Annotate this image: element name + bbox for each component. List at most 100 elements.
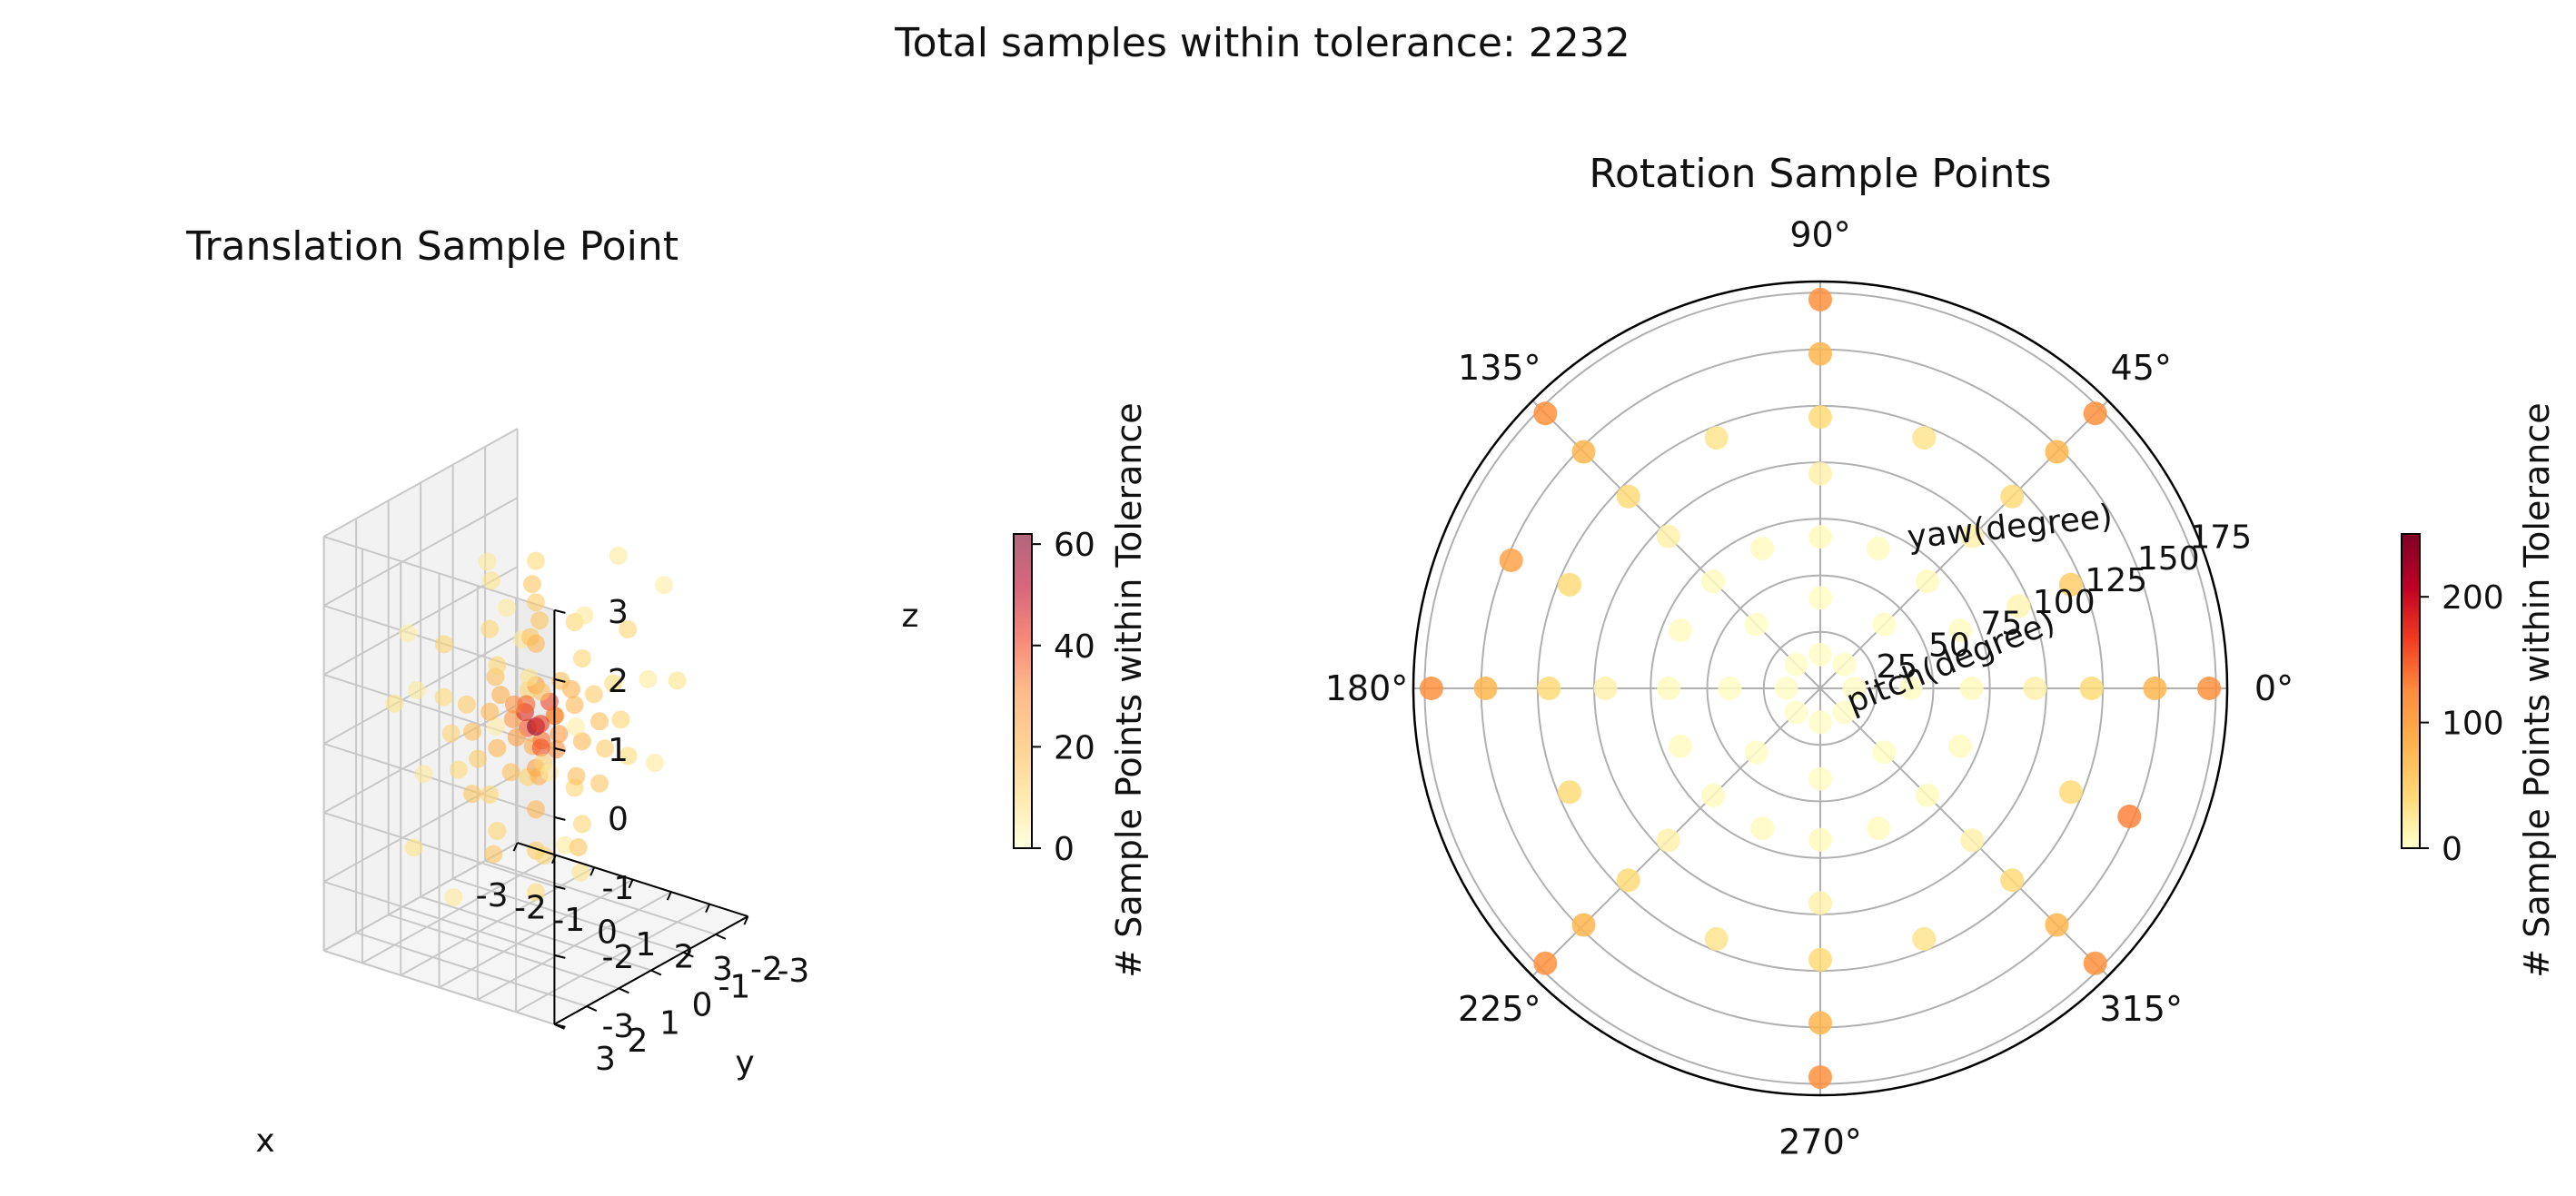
rotation-point bbox=[2058, 780, 2083, 805]
y-tick bbox=[618, 987, 629, 994]
translation-point bbox=[556, 835, 575, 855]
rotation-point bbox=[1533, 951, 1558, 975]
translation-point bbox=[491, 686, 510, 705]
rotation-point bbox=[1750, 816, 1775, 841]
translation-point bbox=[457, 695, 476, 714]
translation-point bbox=[517, 695, 536, 714]
translation-point bbox=[385, 694, 404, 713]
y-tick-label: 0 bbox=[691, 987, 712, 1024]
colorbar-tick-label: 200 bbox=[2442, 579, 2504, 617]
rotation-point bbox=[1774, 677, 1798, 700]
y-tick bbox=[586, 1005, 598, 1013]
translation-point bbox=[481, 571, 500, 590]
translation-point bbox=[550, 725, 569, 744]
rotation-point bbox=[1533, 401, 1558, 426]
rotation-point bbox=[2006, 594, 2031, 618]
y-tick-label: 3 bbox=[595, 1041, 616, 1078]
x-tick bbox=[512, 842, 519, 852]
translation-point bbox=[611, 710, 630, 729]
rotation-point bbox=[1571, 913, 1596, 937]
x-tick-label: -1 bbox=[552, 902, 585, 939]
rotation-point bbox=[1499, 549, 1523, 572]
translation-point bbox=[584, 685, 603, 704]
translation-point bbox=[639, 669, 658, 688]
colorbar-ticks: 0 20 40 60 bbox=[1032, 527, 1095, 868]
rotation-point bbox=[1657, 677, 1681, 700]
translation-point bbox=[481, 786, 500, 804]
rotation-point bbox=[1744, 740, 1769, 765]
translation-point bbox=[520, 667, 539, 687]
colorbar-tick-label: 100 bbox=[2442, 706, 2504, 743]
translation-point bbox=[590, 712, 609, 731]
polar-grid bbox=[1412, 280, 2229, 1097]
rotation-point bbox=[1808, 827, 1832, 852]
colorbar-ticks: 0 100 200 bbox=[2420, 579, 2504, 868]
translation-point bbox=[619, 620, 638, 638]
x-tick-label: 2 bbox=[674, 939, 695, 976]
rotation-point bbox=[1808, 642, 1832, 667]
translation-point bbox=[463, 785, 481, 804]
translation-point bbox=[481, 619, 500, 638]
rotation-point bbox=[2045, 440, 2069, 464]
translation-point bbox=[668, 671, 687, 690]
y-tick-label: 1 bbox=[659, 1004, 680, 1042]
z-tick-label: 3 bbox=[608, 594, 629, 631]
z-tick-label: -3 bbox=[601, 1008, 634, 1045]
translation-point bbox=[414, 765, 433, 784]
rotation-point bbox=[1784, 700, 1808, 725]
rotation-point bbox=[1558, 780, 1582, 805]
z-tick bbox=[554, 1023, 566, 1028]
translation-point bbox=[444, 888, 463, 907]
polar-tick-labels: 0° 45° 90° 135° 180° 225° 270° 315° 25 50 75 100125… bbox=[1325, 215, 2294, 1162]
translation-point bbox=[565, 696, 584, 715]
radial-tick-label: 175 bbox=[2189, 519, 2252, 556]
z-tick bbox=[554, 885, 566, 890]
rotation-point bbox=[1701, 569, 1726, 594]
rotation-point bbox=[1593, 677, 1618, 700]
translation-point bbox=[488, 822, 507, 840]
z-tick-label: -2 bbox=[601, 939, 634, 976]
translation-point bbox=[488, 656, 507, 675]
translation-colorbar: 0 20 40 60 # Sample Points within Tolerance bbox=[1013, 402, 1149, 978]
translation-point bbox=[572, 732, 591, 751]
translation-point bbox=[609, 546, 628, 565]
rotation-point bbox=[1960, 524, 1985, 549]
translation-point bbox=[441, 724, 461, 743]
x-tick bbox=[743, 915, 749, 925]
rotation-point bbox=[1866, 536, 1890, 560]
translation-point bbox=[527, 551, 545, 570]
translation-point bbox=[507, 727, 526, 746]
colorbar-label: # Sample Points within Tolerance bbox=[1109, 402, 1149, 977]
rotation-point bbox=[1616, 868, 1640, 893]
translation-point bbox=[527, 800, 545, 819]
translation-point bbox=[532, 682, 551, 701]
rotation-point bbox=[1898, 677, 1923, 700]
translation-point bbox=[646, 754, 664, 772]
translation-point bbox=[434, 635, 453, 654]
translation-point bbox=[590, 774, 609, 793]
rotation-point bbox=[1948, 734, 1973, 758]
colorbar-frame bbox=[2401, 533, 2421, 849]
x-tick bbox=[550, 855, 557, 865]
rotation-point bbox=[1419, 677, 1443, 700]
rotation-point bbox=[1808, 287, 1832, 311]
y-axis-label: y bbox=[735, 1044, 754, 1082]
radial-tick-label: 75 bbox=[1981, 606, 2023, 643]
rotation-point bbox=[1571, 440, 1596, 464]
rotation-point bbox=[1808, 1011, 1832, 1035]
translation-point bbox=[478, 552, 497, 571]
rotation-point bbox=[1668, 618, 1692, 643]
translation-point bbox=[530, 611, 550, 630]
rotation-point bbox=[1784, 652, 1808, 677]
colorbar-fill bbox=[2402, 534, 2420, 848]
rotation-point bbox=[1872, 612, 1897, 637]
rotation-point bbox=[1915, 783, 1939, 807]
rotation-point bbox=[1808, 947, 1832, 972]
rotation-point bbox=[1808, 1065, 1832, 1090]
translation-point bbox=[463, 722, 481, 741]
rotation-point bbox=[1842, 677, 1867, 700]
rotation-point bbox=[1558, 572, 1582, 597]
translation-point bbox=[481, 702, 500, 721]
translation-point bbox=[596, 739, 615, 758]
